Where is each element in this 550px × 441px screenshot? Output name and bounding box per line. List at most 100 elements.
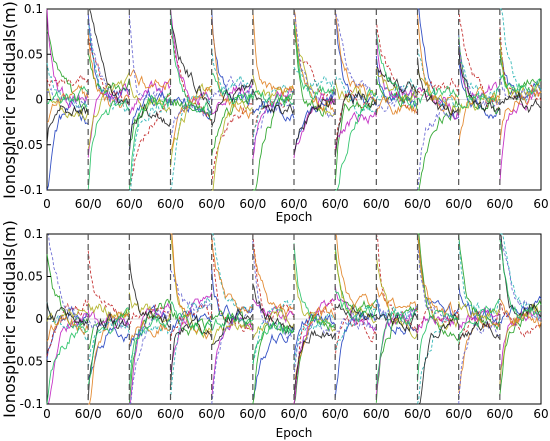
- series-line: [46, 88, 89, 121]
- series-line: [170, 301, 213, 337]
- y-tick-label: -0.1: [20, 397, 43, 411]
- series-line: [458, 320, 501, 340]
- series-line: [293, 20, 336, 100]
- series-line: [128, 88, 171, 153]
- y-tick-label: 0: [35, 93, 43, 107]
- series-line: [417, 233, 460, 342]
- series-line: [293, 258, 336, 332]
- series-line: [252, 320, 295, 369]
- series-line: [293, 20, 336, 117]
- series-line: [211, 81, 254, 114]
- series-line: [458, 86, 501, 146]
- y-axis-label: Ionospheric residuals(m): [0, 220, 19, 418]
- y-tick-label: 0.05: [16, 47, 43, 61]
- y-tick-label: -0.05: [12, 138, 43, 152]
- y-tick-label: 0: [35, 312, 43, 326]
- x-axis-label: Epoch: [276, 210, 313, 224]
- x-tick-label: 0: [43, 407, 51, 421]
- series-line: [88, 8, 130, 105]
- series-line: [293, 67, 336, 92]
- series-line: [499, 233, 542, 323]
- series-line: [499, 302, 542, 338]
- series-line: [375, 95, 418, 116]
- x-tick-label: 60/0: [486, 197, 513, 211]
- series-line: [170, 233, 213, 340]
- y-tick-labels: 0.1 0.05 0 -0.05 -0.1: [12, 227, 51, 411]
- series-line: [499, 8, 542, 103]
- series-line: [211, 308, 254, 405]
- series-line: [334, 8, 377, 106]
- series-line: [128, 94, 171, 191]
- series-line: [46, 314, 89, 342]
- series-line: [87, 71, 130, 149]
- data-series-group: [46, 233, 542, 405]
- series-line: [252, 297, 295, 364]
- series-line: [417, 233, 460, 321]
- x-tick-label: 60/0: [322, 407, 349, 421]
- series-line: [334, 71, 377, 118]
- series-line: [128, 257, 171, 329]
- series-line: [293, 19, 336, 118]
- x-tick-label: 60/0: [75, 407, 102, 421]
- series-line: [46, 87, 89, 110]
- series-line: [252, 8, 295, 98]
- series-line: [375, 308, 418, 387]
- series-line: [46, 321, 89, 405]
- y-tick-label: 0.1: [24, 2, 43, 16]
- series-line: [128, 103, 171, 155]
- series-line: [128, 302, 171, 405]
- series-line: [128, 15, 171, 104]
- series-line: [293, 299, 336, 405]
- series-line: [499, 69, 542, 95]
- series-line: [375, 294, 418, 325]
- series-line: [458, 34, 500, 115]
- series-line: [252, 89, 295, 115]
- series-line: [46, 30, 89, 114]
- series-line: [170, 96, 213, 120]
- series-line: [375, 67, 418, 103]
- series-line: [211, 310, 254, 328]
- series-line: [128, 94, 171, 186]
- x-tick-label: 60/0: [75, 197, 102, 211]
- series-line: [417, 69, 460, 117]
- series-line: [170, 269, 213, 311]
- series-line: [334, 233, 377, 309]
- series-line: [458, 8, 501, 111]
- chart-panel-bottom: 0.1 0.05 0 -0.05 -0.1 0 60/0 60/0 60/0 60/0 60/0 6…: [0, 220, 549, 440]
- series-line: [211, 314, 253, 332]
- series-line: [170, 295, 213, 401]
- series-line: [46, 301, 89, 327]
- series-line: [375, 78, 418, 102]
- series-line: [334, 290, 377, 323]
- series-line: [87, 307, 130, 387]
- series-line: [293, 329, 336, 400]
- series-line: [375, 233, 418, 333]
- series-line: [252, 86, 295, 160]
- series-line: [211, 233, 254, 314]
- x-axis-label: Epoch: [276, 426, 313, 440]
- series-line: [293, 243, 336, 328]
- y-tick-label: 0.05: [16, 270, 43, 284]
- series-line: [46, 8, 89, 109]
- series-line: [252, 89, 295, 108]
- series-line: [252, 305, 295, 340]
- series-line: [252, 233, 295, 323]
- y-axis-label: Ionospheric residuals(m): [0, 1, 19, 199]
- series-line: [375, 85, 418, 112]
- y-tick-label: 0.1: [24, 227, 43, 241]
- series-line: [458, 47, 501, 100]
- series-line: [375, 31, 418, 111]
- series-line: [458, 46, 501, 113]
- series-line: [46, 85, 89, 105]
- series-line: [128, 319, 171, 347]
- series-line: [170, 19, 213, 111]
- segment-boundaries: [87, 234, 501, 404]
- series-line: [128, 78, 171, 112]
- y-tick-label: -0.1: [20, 183, 43, 197]
- series-line: [334, 98, 377, 184]
- x-tick-label: 60/0: [404, 407, 431, 421]
- series-line: [252, 326, 295, 400]
- series-line: [46, 100, 89, 191]
- series-line: [87, 311, 130, 401]
